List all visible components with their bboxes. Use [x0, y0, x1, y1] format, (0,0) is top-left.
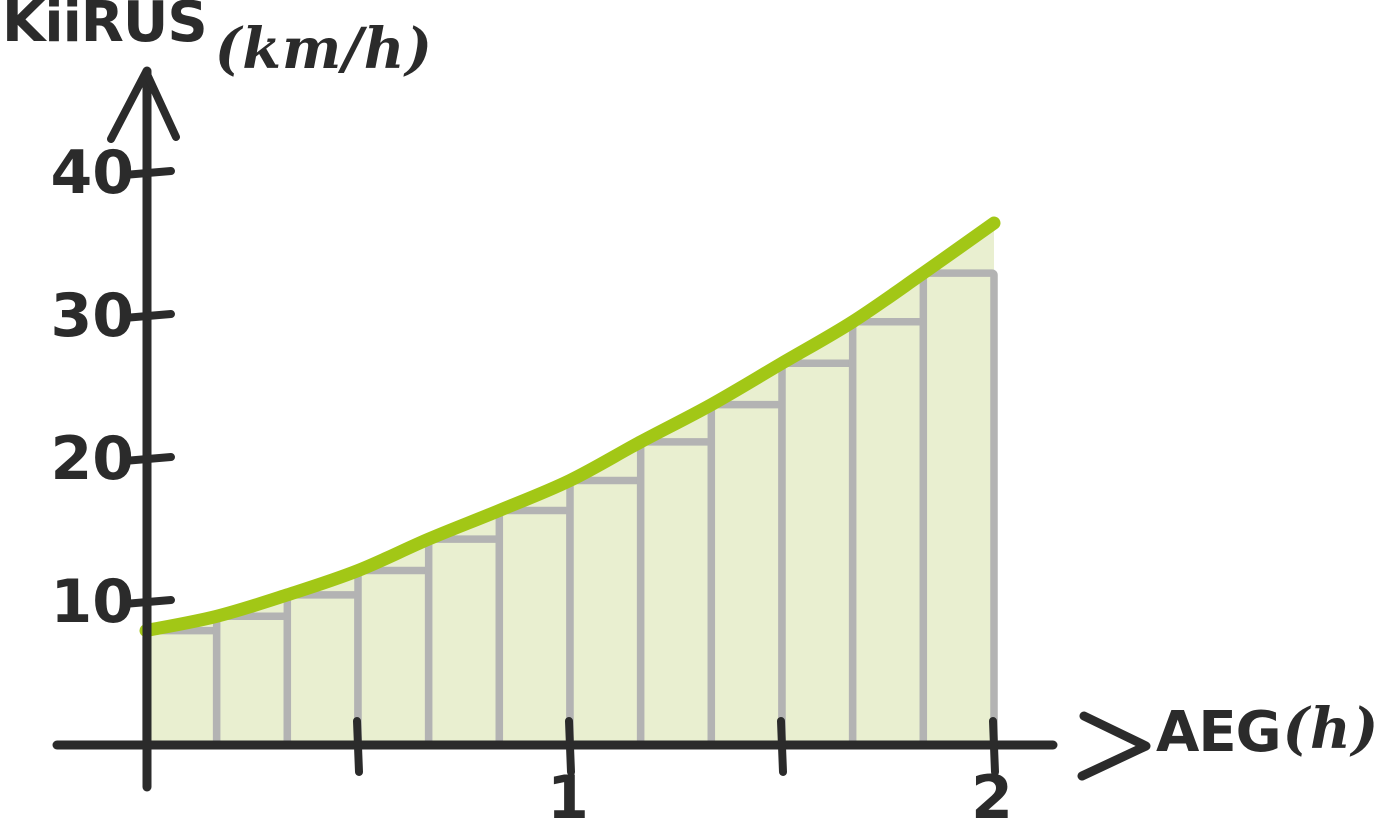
riemann-bar	[142, 626, 221, 749]
y-axis-name: KiiRUS	[2, 0, 208, 55]
x-axis-unit: (h)	[1282, 696, 1380, 762]
y-tick	[120, 310, 175, 322]
riemann-bar	[495, 506, 574, 749]
x-tick	[353, 717, 363, 776]
riemann-bar	[424, 535, 504, 749]
y-tick-label: 10	[51, 567, 135, 637]
y-axis-unit: (km/h)	[214, 16, 433, 82]
x-tick	[989, 717, 999, 776]
x-axis-title: AEG (h)	[1156, 696, 1379, 765]
riemann-bar	[212, 612, 292, 749]
y-tick-label: 20	[51, 424, 135, 494]
riemann-bar	[636, 438, 716, 749]
y-axis-arrowhead	[107, 68, 180, 143]
x-axis-name: AEG	[1156, 700, 1282, 765]
y-axis-title: KiiRUS (km/h)	[2, 0, 433, 82]
y-tick	[120, 596, 175, 608]
x-tick-label: 1	[547, 763, 589, 830]
y-tick	[120, 453, 175, 465]
y-tick-label: 30	[51, 281, 135, 351]
x-tick	[777, 717, 787, 776]
x-axis-arrowhead	[1077, 711, 1151, 781]
riemann-bar	[778, 359, 857, 749]
x-tick-label: 2	[971, 763, 1013, 830]
riemann-bar	[707, 400, 786, 749]
riemann-bar	[919, 269, 998, 749]
riemann-bar	[848, 317, 928, 749]
y-tick	[120, 167, 175, 179]
x-tick	[565, 717, 575, 776]
speed-curve	[139, 216, 1001, 638]
y-tick-label: 40	[51, 138, 135, 208]
riemann-bar	[283, 591, 362, 749]
riemann-bar	[354, 566, 433, 749]
riemann-bar	[566, 476, 645, 749]
